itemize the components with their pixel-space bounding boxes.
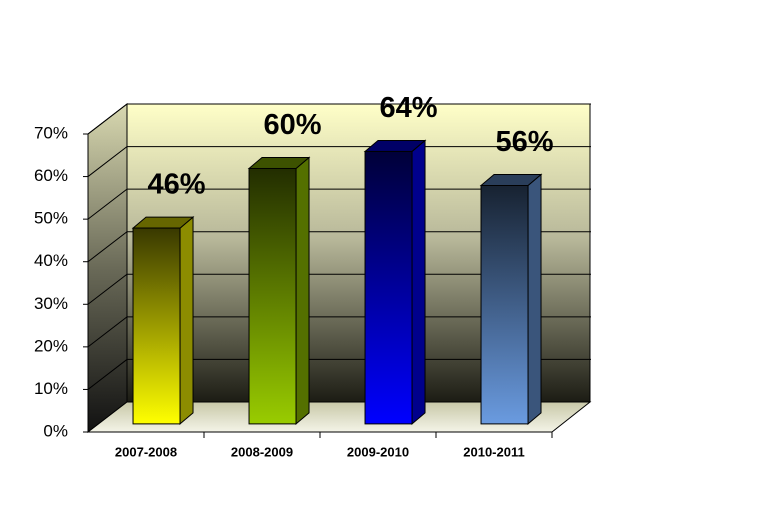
y-tick-label: 0% xyxy=(43,421,68,440)
y-tick-label: 70% xyxy=(34,123,68,142)
grid-line xyxy=(87,358,591,390)
y-tick-label: 50% xyxy=(34,209,68,228)
bar xyxy=(364,150,413,425)
bar-side xyxy=(295,156,310,425)
grid-line xyxy=(87,231,591,263)
y-tick-label: 40% xyxy=(34,251,68,270)
bar xyxy=(248,167,297,425)
grid-line xyxy=(87,316,591,348)
y-tick-label: 20% xyxy=(34,336,68,355)
bar xyxy=(480,185,529,425)
value-label: 60% xyxy=(264,109,322,141)
x-tick-label: 2008-2009 xyxy=(231,444,293,459)
y-tick-label: 60% xyxy=(34,166,68,185)
bar-side xyxy=(527,173,542,425)
x-tick-label: 2009-2010 xyxy=(347,444,409,459)
bar-side xyxy=(179,215,194,425)
value-label: 46% xyxy=(148,169,206,201)
grid-line xyxy=(87,273,591,305)
y-tick-label: 10% xyxy=(34,379,68,398)
value-label: 56% xyxy=(496,126,554,158)
x-tick-label: 2010-2011 xyxy=(463,444,524,459)
x-tick-label: 2007-2008 xyxy=(115,444,177,459)
grid-line xyxy=(87,146,591,177)
grid-line xyxy=(87,103,591,135)
value-label: 64% xyxy=(380,92,438,124)
grid-line xyxy=(87,188,591,220)
bar-side xyxy=(411,139,426,425)
side-wall xyxy=(87,102,128,434)
y-tick-label: 30% xyxy=(34,294,68,313)
bar xyxy=(132,227,181,425)
